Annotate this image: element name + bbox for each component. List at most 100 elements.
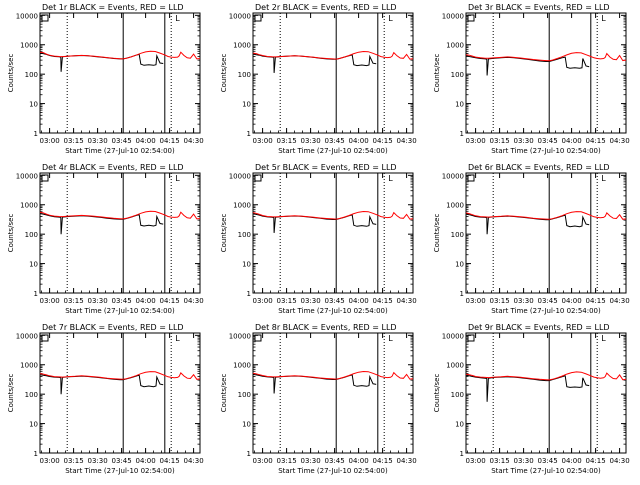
series-lld-line [465, 211, 627, 220]
y-tick-label: 1000 [446, 362, 464, 370]
y-tick-label: 1000 [233, 42, 251, 50]
series-lld-line [252, 210, 414, 220]
y-tick-label: 1000 [446, 202, 464, 210]
corner-mark: L [601, 174, 606, 183]
chart-title: Det 4r BLACK = Events, RED = LLD [42, 163, 184, 172]
x-tick-label: 03:30 [301, 297, 321, 305]
x-tick-label: 03:00 [466, 457, 486, 465]
y-tick-label: 100 [25, 231, 38, 239]
x-tick-label: 04:00 [349, 297, 369, 305]
x-tick-label: 03:30 [88, 297, 108, 305]
panel-4: Det 4r BLACK = Events, RED = LLD Counts/s… [7, 163, 204, 315]
x-tick-label: 04:30 [610, 137, 630, 145]
corner-box [254, 174, 262, 182]
x-tick-label: 03:45 [538, 457, 558, 465]
series-lld-line [252, 370, 414, 380]
chart-title: Det 3r BLACK = Events, RED = LLD [468, 3, 610, 12]
series-events-line [39, 52, 164, 72]
y-tick-label: 100 [25, 391, 38, 399]
corner-box [467, 334, 475, 342]
series-events-line [39, 213, 164, 235]
series-lld-line [252, 50, 414, 60]
x-tick-label: 04:00 [562, 137, 582, 145]
chart-title: Det 5r BLACK = Events, RED = LLD [255, 163, 397, 172]
x-tick-label: 04:15 [160, 297, 180, 305]
x-tick-label: 03:45 [112, 457, 132, 465]
x-tick-label: 03:30 [301, 137, 321, 145]
x-tick-label: 03:00 [253, 297, 273, 305]
corner-box [41, 334, 49, 342]
x-tick-label: 04:00 [136, 137, 156, 145]
x-tick-label: 04:15 [586, 297, 606, 305]
x-tick-label: 03:45 [325, 297, 345, 305]
panel-9: Det 9r BLACK = Events, RED = LLD Counts/s… [433, 323, 630, 475]
panel-1: Det 1r BLACK = Events, RED = LLD Counts/s… [7, 3, 204, 155]
x-axis-label: Start Time (27-Jul-10 02:54:00) [278, 307, 388, 315]
plot-frame [465, 172, 627, 294]
x-tick-label: 03:15 [277, 457, 297, 465]
y-axis-label: Counts/sec [433, 214, 441, 253]
x-tick-label: 04:15 [373, 137, 393, 145]
y-tick-label: 1 [34, 130, 38, 138]
plot-frame [252, 172, 414, 294]
y-axis-label: Counts/sec [7, 214, 15, 253]
y-tick-label: 100 [238, 231, 251, 239]
plot-frame [252, 12, 414, 134]
y-tick-label: 10 [455, 421, 464, 429]
x-tick-label: 03:30 [514, 137, 534, 145]
y-axis-label: Counts/sec [220, 374, 228, 413]
x-tick-label: 04:00 [349, 457, 369, 465]
y-axis-label: Counts/sec [7, 374, 15, 413]
y-tick-label: 10 [242, 261, 251, 269]
y-tick-label: 10000 [229, 332, 251, 340]
x-tick-label: 03:30 [88, 457, 108, 465]
x-tick-label: 04:00 [349, 137, 369, 145]
y-tick-label: 10000 [16, 172, 38, 180]
corner-box [467, 14, 475, 22]
x-tick-label: 03:00 [253, 137, 273, 145]
x-tick-label: 03:30 [514, 457, 534, 465]
series-lld-line [465, 52, 627, 62]
plot-frame [39, 12, 201, 134]
x-tick-label: 03:45 [112, 297, 132, 305]
corner-mark: L [601, 334, 606, 343]
x-tick-label: 04:30 [184, 457, 204, 465]
y-tick-label: 1000 [20, 202, 38, 210]
panel-8: Det 8r BLACK = Events, RED = LLD Counts/s… [220, 323, 417, 475]
chart-title: Det 9r BLACK = Events, RED = LLD [468, 323, 610, 332]
y-tick-label: 1 [460, 290, 464, 298]
series-lld-line [39, 50, 201, 60]
x-tick-label: 04:00 [136, 457, 156, 465]
plot-frame [252, 332, 414, 454]
x-tick-label: 04:00 [136, 297, 156, 305]
plot-frame [465, 332, 627, 454]
y-tick-label: 100 [451, 231, 464, 239]
y-tick-label: 10000 [229, 172, 251, 180]
x-tick-label: 03:30 [301, 457, 321, 465]
x-axis-label: Start Time (27-Jul-10 02:54:00) [491, 467, 601, 475]
x-tick-label: 04:00 [562, 297, 582, 305]
x-tick-label: 03:00 [40, 137, 60, 145]
corner-mark: L [388, 174, 393, 183]
series-events-line [465, 55, 590, 76]
x-tick-label: 04:30 [184, 137, 204, 145]
panel-3: Det 3r BLACK = Events, RED = LLD Counts/s… [433, 3, 630, 155]
x-tick-label: 03:00 [466, 137, 486, 145]
y-axis-label: Counts/sec [220, 54, 228, 93]
x-axis-label: Start Time (27-Jul-10 02:54:00) [491, 307, 601, 315]
x-tick-label: 03:00 [40, 457, 60, 465]
chart-title: Det 6r BLACK = Events, RED = LLD [468, 163, 610, 172]
series-lld-line [39, 371, 201, 380]
y-tick-label: 10 [29, 421, 38, 429]
y-tick-label: 10000 [229, 12, 251, 20]
y-tick-label: 10000 [442, 332, 464, 340]
y-axis-label: Counts/sec [433, 54, 441, 93]
x-tick-label: 04:15 [373, 297, 393, 305]
chart-title: Det 2r BLACK = Events, RED = LLD [255, 3, 397, 12]
corner-mark: L [388, 334, 393, 343]
x-axis-label: Start Time (27-Jul-10 02:54:00) [65, 307, 175, 315]
y-tick-label: 100 [451, 391, 464, 399]
chart-title: Det 8r BLACK = Events, RED = LLD [255, 323, 397, 332]
